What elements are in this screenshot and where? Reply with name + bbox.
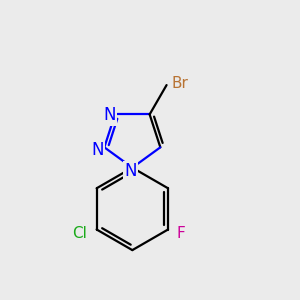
Text: Br: Br (172, 76, 189, 91)
Text: N: N (124, 162, 137, 180)
Text: N: N (103, 106, 116, 124)
Text: F: F (177, 226, 186, 241)
Text: Cl: Cl (72, 226, 87, 241)
Text: N: N (92, 141, 104, 159)
